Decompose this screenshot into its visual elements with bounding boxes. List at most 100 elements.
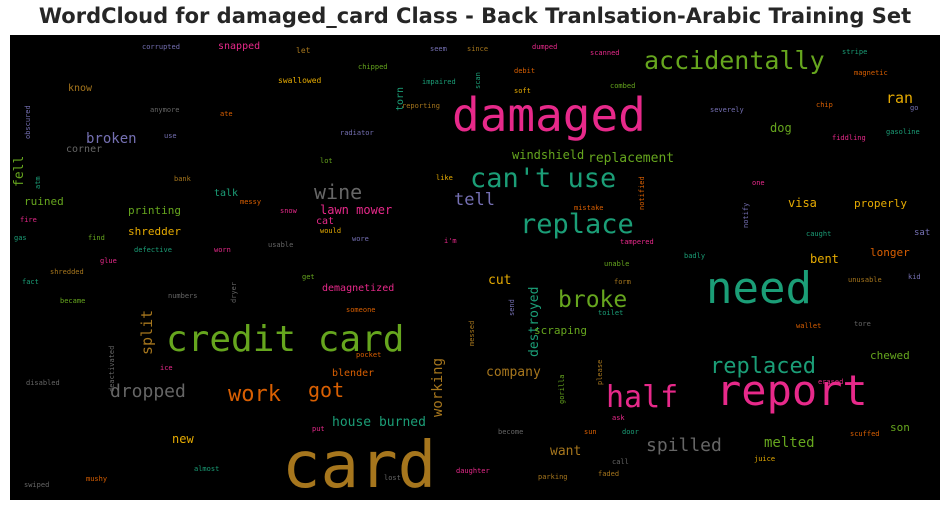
word-caught: caught (806, 230, 831, 238)
word-gasoline: gasoline (886, 128, 920, 136)
chart-title: WordCloud for damaged_card Class - Back … (38, 4, 912, 28)
word-ate: ate (220, 110, 233, 118)
word-badly: badly (684, 252, 705, 260)
word-erased: erased (818, 378, 843, 386)
word-messy: messy (240, 198, 261, 206)
word-gorilla: gorilla (558, 374, 566, 404)
word-like: like (436, 174, 453, 182)
word-windshield: windshield (512, 148, 584, 162)
word-send: send (508, 299, 516, 316)
word-torn: torn (395, 87, 406, 111)
word-usable: usable (268, 241, 293, 249)
word-scanned: scanned (590, 49, 620, 57)
word-someone: someone (346, 306, 376, 314)
word-put: put (312, 425, 325, 433)
word-dog: dog (770, 121, 792, 135)
word-bent: bent (810, 252, 839, 266)
word-replace: replace (520, 209, 634, 240)
word-visa: visa (788, 196, 817, 210)
word-son: son (890, 421, 910, 434)
word-swallowed: swallowed (278, 76, 322, 85)
word-become: become (498, 428, 523, 436)
word-get: get (302, 273, 315, 281)
word-demagnetized: demagnetized (322, 283, 394, 294)
word-reporting: reporting (402, 102, 440, 110)
word-snapped: snapped (218, 41, 260, 52)
word-let: let (296, 46, 311, 55)
word-dropped: dropped (110, 381, 186, 402)
word-toilet: toilet (598, 309, 623, 317)
word-tell: tell (454, 190, 495, 210)
word-split: split (138, 310, 156, 355)
word-bank: bank (174, 175, 192, 183)
word-notified: notified (638, 176, 646, 210)
word-ice: ice (160, 364, 173, 372)
word-stripe: stripe (842, 48, 867, 56)
word-messed: messed (468, 321, 476, 346)
word-spilled: spilled (646, 435, 722, 456)
word-shredded: shredded (50, 268, 84, 276)
word-lawn-mower: lawn mower (320, 203, 392, 217)
word-unable: unable (604, 260, 629, 268)
word-impaired: impaired (422, 78, 456, 86)
word-magnetic: magnetic (854, 69, 888, 77)
word-juice: juice (754, 455, 775, 463)
word-replacement: replacement (588, 151, 674, 166)
word-dumped: dumped (532, 43, 557, 51)
word-dryer: dryer (230, 282, 238, 303)
word-parking: parking (538, 473, 568, 481)
word-work: work (228, 382, 281, 407)
word-wallet: wallet (796, 322, 821, 330)
word-longer: longer (870, 246, 910, 259)
word-broken: broken (86, 131, 137, 147)
word-unusable: unusable (848, 276, 882, 284)
word-find: find (88, 234, 105, 242)
word-atm: atm (34, 176, 42, 189)
word-since: since (467, 45, 488, 53)
word-door: door (622, 428, 639, 436)
word-half: half (606, 380, 678, 415)
word-chewed: chewed (870, 349, 910, 362)
word-corner: corner (66, 144, 102, 155)
word-kid: kid (908, 273, 921, 281)
word-replaced: replaced (710, 354, 816, 379)
word-combed: combed (610, 82, 635, 90)
word-one: one (752, 179, 765, 187)
word-ask: ask (612, 414, 625, 422)
word-printing: printing (128, 204, 181, 217)
word-cat: cat (316, 216, 334, 227)
word-can-t-use: can't use (470, 163, 616, 194)
word-tampered: tampered (620, 238, 654, 246)
word-broke: broke (558, 287, 627, 313)
wordcloud-canvas: card need damaged report credit card half can'… (10, 35, 940, 500)
word-swiped: swiped (24, 481, 49, 489)
word-destroyed: destroyed (527, 287, 542, 357)
word-would: would (320, 227, 341, 235)
word-shredder: shredder (128, 225, 181, 238)
word-ran: ran (886, 89, 913, 107)
word-obscured: obscured (24, 105, 32, 139)
word-sat: sat (914, 228, 930, 238)
word-working: working (430, 358, 446, 417)
word-card: card (282, 429, 436, 500)
word-wine: wine (314, 180, 362, 204)
word-disabled: disabled (26, 379, 60, 387)
word-ruined: ruined (24, 195, 64, 208)
word-melted: melted (764, 435, 815, 451)
word-accidentally: accidentally (644, 46, 825, 75)
word-damaged: damaged (452, 88, 646, 142)
word-worn: worn (214, 246, 231, 254)
wordcloud-svg: card need damaged report credit card half can'… (12, 41, 930, 500)
word-need: need (706, 263, 812, 314)
word-severely: severely (710, 106, 744, 114)
word-defective: defective (134, 246, 172, 254)
word-form: form (614, 278, 631, 286)
word-scraping: scraping (534, 324, 587, 337)
word-fell: fell (12, 156, 27, 187)
word-anymore: anymore (150, 106, 180, 114)
word-i-m: i'm (444, 237, 457, 245)
word-got: got (308, 378, 344, 402)
word-snow: snow (280, 207, 298, 215)
word-fact: fact (22, 278, 39, 286)
word-pocket: pocket (356, 351, 381, 359)
